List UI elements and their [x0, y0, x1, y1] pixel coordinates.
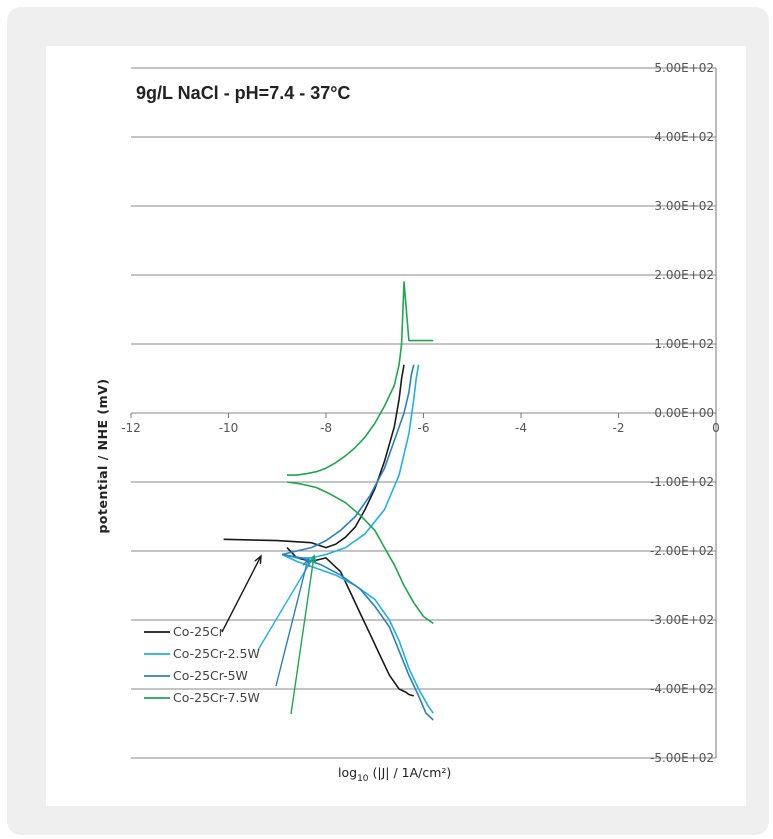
legend: Co-25Cr Co-25Cr-2.5W Co-25Cr-5W Co-25Cr-7.5… [144, 624, 260, 705]
y-tick-label: 0.00E+00 [654, 406, 714, 420]
legend-arrowhead [309, 554, 317, 564]
legend-arrows [221, 554, 317, 715]
legend-item: Co-25Cr-7.5W [173, 690, 260, 705]
legend-item: Co-25Cr [173, 624, 225, 639]
y-tick-label: -4.00E+02 [650, 682, 714, 696]
x-tick-label: -8 [320, 421, 332, 435]
x-tick-label: -10 [219, 421, 239, 435]
series-line-co-25cr-2-5w [281, 364, 420, 559]
y-tick-label: -2.00E+02 [650, 544, 714, 558]
x-tick-label: -12 [121, 421, 141, 435]
axes-group: 5.00E+02 4.00E+02 3.00E+02 2.00E+02 1.00E+02… [121, 61, 720, 765]
legend-item: Co-25Cr-2.5W [173, 646, 260, 661]
series-line-co-25cr-7-5w [286, 481, 434, 625]
legend-arrow [275, 558, 309, 687]
x-tick-label: -4 [515, 421, 527, 435]
y-tick-label: 4.00E+02 [654, 130, 714, 144]
y-tick-label: 5.00E+02 [654, 61, 714, 75]
series-line-co-25cr [223, 364, 405, 549]
legend-arrow [221, 555, 262, 633]
y-tick-label: -3.00E+02 [650, 613, 714, 627]
series-line-co-25cr-7-5w [287, 281, 434, 476]
chart-card: 5.00E+02 4.00E+02 3.00E+02 2.00E+02 1.00E+02… [46, 46, 746, 806]
y-tick-label: 3.00E+02 [654, 199, 714, 213]
legend-arrowhead [254, 554, 262, 565]
y-tick-label: 2.00E+02 [654, 268, 714, 282]
x-axis-label-sub: 10 [357, 774, 369, 784]
x-tick-label: 0 [712, 421, 720, 435]
legend-item: Co-25Cr-5W [173, 668, 248, 683]
legend-arrowhead [302, 557, 310, 568]
y-tick-label: -5.00E+02 [650, 751, 714, 765]
x-tick-label: -2 [613, 421, 625, 435]
y-tick-label: -1.00E+02 [650, 475, 714, 489]
x-axis-label-main: log [338, 765, 357, 780]
x-axis-label: log10 (|J| / 1A/cm²) [338, 765, 451, 784]
x-tick-label: -6 [418, 421, 430, 435]
series-line-co-25cr-5w [281, 364, 415, 556]
legend-arrow [290, 555, 315, 715]
y-tick-label: 1.00E+02 [654, 337, 714, 351]
series-line-co-25cr-5w [281, 553, 434, 721]
chart-title: 9g/L NaCl - pH=7.4 - 37°C [136, 83, 350, 103]
polarization-chart: 5.00E+02 4.00E+02 3.00E+02 2.00E+02 1.00E+02… [95, 61, 720, 784]
y-axis-label: potential / NHE (mV) [95, 378, 110, 533]
x-axis-label-rest: (|J| / 1A/cm²) [369, 765, 452, 780]
